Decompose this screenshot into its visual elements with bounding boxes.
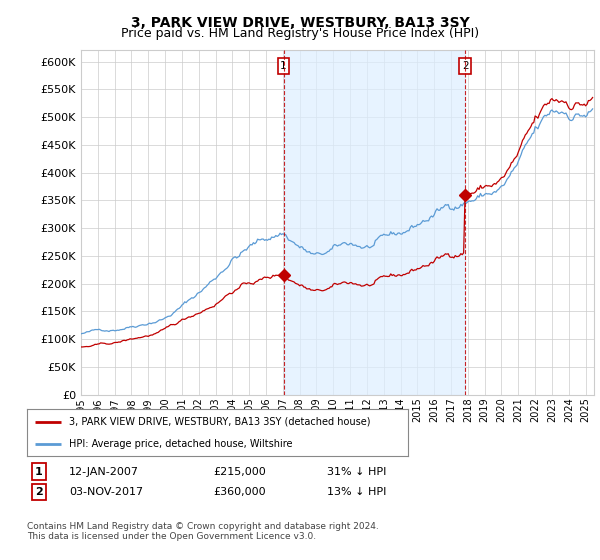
Text: 12-JAN-2007: 12-JAN-2007 — [69, 466, 139, 477]
Text: £215,000: £215,000 — [213, 466, 266, 477]
Text: 1: 1 — [280, 61, 287, 71]
Text: 2: 2 — [35, 487, 43, 497]
Bar — [284, 50, 465, 395]
Text: 03-NOV-2017: 03-NOV-2017 — [69, 487, 143, 497]
Text: 3, PARK VIEW DRIVE, WESTBURY, BA13 3SY (detached house): 3, PARK VIEW DRIVE, WESTBURY, BA13 3SY (… — [69, 417, 370, 427]
Text: Contains HM Land Registry data © Crown copyright and database right 2024.
This d: Contains HM Land Registry data © Crown c… — [27, 522, 379, 542]
Text: 31% ↓ HPI: 31% ↓ HPI — [327, 466, 386, 477]
Text: £360,000: £360,000 — [213, 487, 266, 497]
Text: 2: 2 — [462, 61, 469, 71]
Text: 3, PARK VIEW DRIVE, WESTBURY, BA13 3SY: 3, PARK VIEW DRIVE, WESTBURY, BA13 3SY — [131, 16, 469, 30]
Text: 1: 1 — [35, 466, 43, 477]
Text: Price paid vs. HM Land Registry's House Price Index (HPI): Price paid vs. HM Land Registry's House … — [121, 27, 479, 40]
Text: HPI: Average price, detached house, Wiltshire: HPI: Average price, detached house, Wilt… — [69, 438, 292, 449]
Text: 13% ↓ HPI: 13% ↓ HPI — [327, 487, 386, 497]
